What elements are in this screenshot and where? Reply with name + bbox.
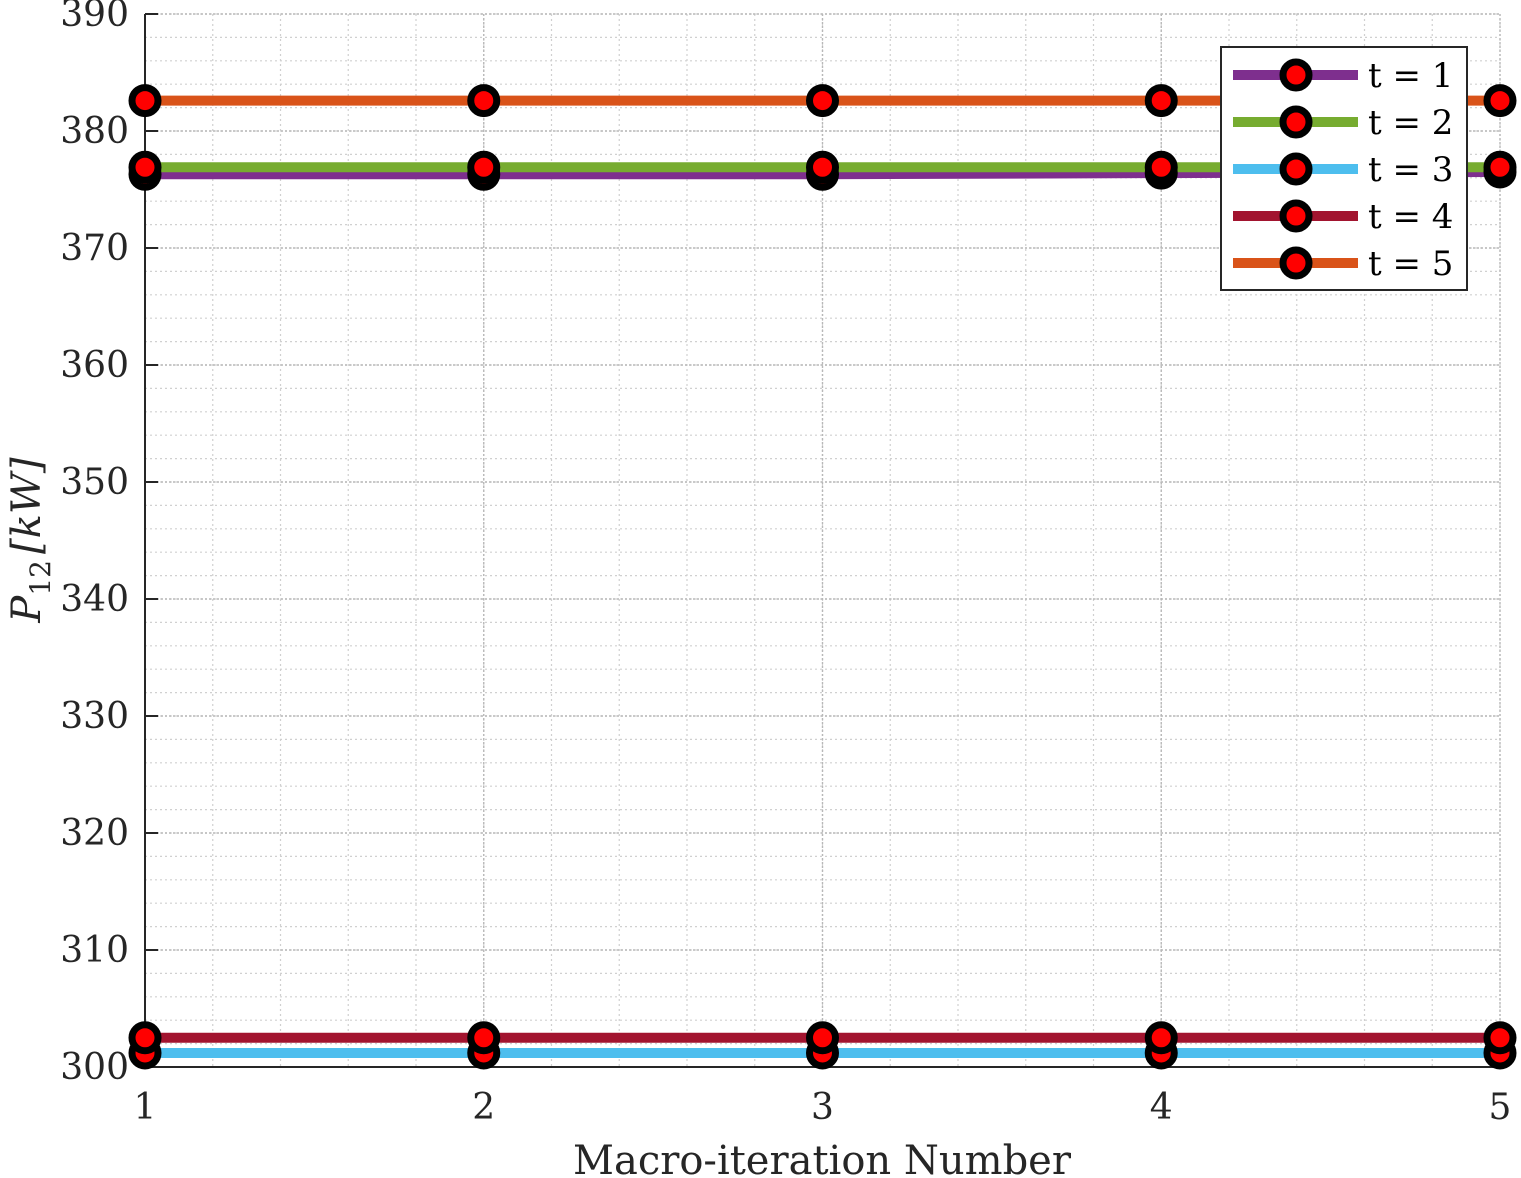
y-tick-label: 360 — [60, 345, 129, 386]
legend-marker-t2 — [1279, 105, 1313, 139]
y-tick-label: 330 — [60, 696, 129, 737]
legend-marker-t5 — [1279, 246, 1313, 280]
y-tick-label: 350 — [60, 462, 129, 503]
legend-label-t4: t = 4 — [1368, 197, 1453, 237]
legend-label-t5: t = 5 — [1368, 244, 1453, 284]
x-tick-label: 4 — [1150, 1087, 1173, 1128]
y-axis-label: P12 [kW] — [4, 457, 57, 624]
data-point-t4 — [806, 1021, 839, 1055]
y-tick-label: 310 — [60, 930, 129, 971]
data-point-t5 — [128, 84, 162, 118]
data-point-t2 — [806, 150, 839, 184]
y-tick-label: 320 — [60, 813, 129, 854]
y-axis-label-symbol: P — [4, 595, 50, 624]
data-point-t4 — [1144, 1021, 1178, 1055]
legend-label-t1: t = 1 — [1368, 56, 1453, 96]
data-point-t5 — [1483, 84, 1517, 118]
y-tick-label: 370 — [60, 228, 129, 269]
y-tick-label: 390 — [60, 0, 129, 35]
tick-labels: 1 2 3 4 5 300 310 320 330 340 350 360 370 380 390 — [60, 0, 1511, 1128]
y-axis-label-unit: [kW] — [4, 457, 50, 554]
y-axis-label-subscript: 12 — [24, 560, 57, 596]
svg-text:P12[kW]: P12 [kW] — [4, 457, 57, 624]
legend: t = 1 t = 2 t = 3 t = 4 t = 5 — [1220, 46, 1468, 291]
data-point-t4 — [1483, 1021, 1517, 1055]
data-point-t2 — [128, 150, 162, 184]
x-tick-label: 5 — [1489, 1087, 1512, 1128]
legend-marker-t1 — [1279, 58, 1313, 92]
y-tick-label: 340 — [60, 579, 129, 620]
legend-marker-t4 — [1279, 199, 1313, 233]
legend-label-t3: t = 3 — [1368, 150, 1453, 190]
data-point-t2 — [1483, 150, 1517, 184]
legend-label-t2: t = 2 — [1368, 103, 1453, 143]
data-point-t2 — [467, 150, 501, 184]
y-tick-label: 300 — [60, 1047, 129, 1088]
data-point-t4 — [128, 1021, 162, 1055]
x-tick-label: 3 — [811, 1087, 834, 1128]
data-point-t4 — [467, 1021, 501, 1055]
x-axis-label: Macro-iteration Number — [573, 1138, 1072, 1178]
x-tick-label: 2 — [472, 1087, 495, 1128]
data-point-t5 — [806, 84, 839, 118]
data-point-t5 — [467, 84, 501, 118]
x-tick-label: 1 — [134, 1087, 157, 1128]
series-markers — [128, 84, 1517, 1070]
legend-marker-t3 — [1279, 152, 1313, 186]
y-tick-label: 380 — [60, 111, 129, 152]
data-point-t5 — [1144, 84, 1178, 118]
data-point-t2 — [1144, 150, 1178, 184]
